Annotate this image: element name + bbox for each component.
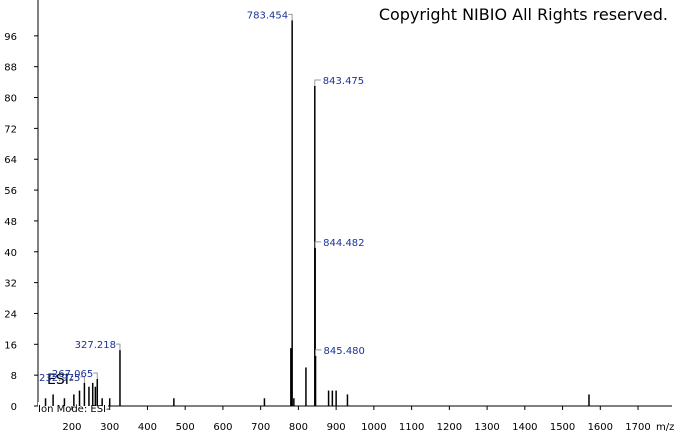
- x-tick-label: 1300: [474, 422, 499, 433]
- copyright: Copyright NIBIO All Rights reserved.: [379, 5, 668, 24]
- peak-label: 232.975: [39, 373, 80, 384]
- x-tick-label: 1400: [512, 422, 537, 433]
- label-bracket: [314, 79, 321, 86]
- y-tick-label: 16: [4, 340, 17, 351]
- label-bracket: [288, 13, 293, 21]
- y-tick-label: 88: [4, 63, 17, 74]
- x-tick-label: 1200: [437, 422, 462, 433]
- label-bracket: [93, 372, 98, 380]
- x-tick-label: 1000: [361, 422, 386, 433]
- y-tick-label: 0: [11, 402, 17, 413]
- mode-label: ESI-: [47, 372, 74, 388]
- label-bracket: [315, 349, 322, 356]
- peak-label: 267.065: [52, 369, 93, 380]
- y-tick-label: 32: [4, 279, 17, 290]
- y-tick-label: 48: [4, 217, 17, 228]
- ion-mode-bg: [38, 402, 108, 414]
- x-tick-label: 400: [138, 422, 157, 433]
- label-bracket: [314, 241, 322, 248]
- peak-label: 843.475: [323, 76, 364, 87]
- x-tick-label: 800: [289, 422, 308, 433]
- ion-mode: Ion Mode: ESI-: [38, 404, 110, 415]
- x-tick-label: 1700: [625, 422, 650, 433]
- peak-label: 783.454: [247, 10, 288, 21]
- y-tick-label: 64: [4, 155, 17, 166]
- y-tick-label: 40: [4, 248, 17, 259]
- peak-label: 327.218: [75, 340, 116, 351]
- y-tick-label: 24: [4, 309, 17, 320]
- y-tick-label: 96: [4, 32, 17, 43]
- y-tick-label: 56: [4, 186, 17, 197]
- x-tick-label: 700: [251, 422, 270, 433]
- y-tick-label: 72: [4, 124, 17, 135]
- x-tick-label: 1100: [399, 422, 424, 433]
- y-tick-label: 80: [4, 94, 17, 105]
- x-axis-label: m/z: [656, 422, 674, 433]
- x-tick-label: 900: [327, 422, 346, 433]
- x-tick-label: 300: [100, 422, 119, 433]
- x-tick-label: 200: [62, 422, 81, 433]
- peak-label: 845.480: [324, 346, 365, 357]
- y-tick-label: 8: [11, 371, 17, 382]
- x-tick-label: 1600: [588, 422, 613, 433]
- label-bracket: [115, 343, 121, 351]
- peak-label: 844.482: [323, 238, 364, 249]
- x-tick-label: 500: [176, 422, 195, 433]
- x-tick-label: 600: [213, 422, 232, 433]
- label-bracket: [80, 376, 85, 383]
- x-tick-label: 1500: [550, 422, 575, 433]
